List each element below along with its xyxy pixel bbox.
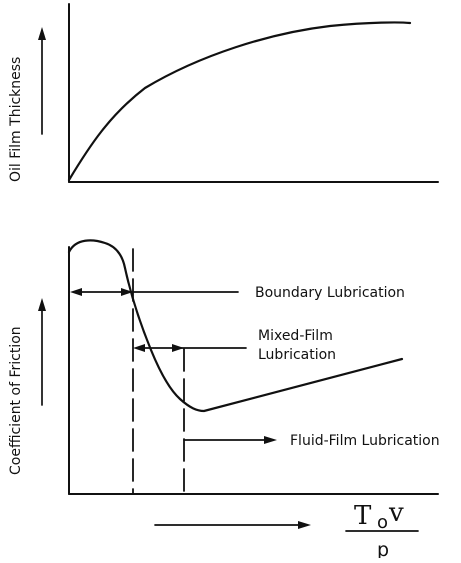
bottom-y-axis-label: Coefficient of Friction bbox=[8, 326, 24, 475]
fluid-film-lubrication-label: Fluid-Film Lubrication bbox=[290, 433, 440, 449]
mixed-film-label-line2: Lubrication bbox=[258, 347, 336, 363]
bottom-panel: Coefficient of Friction Boundary Lubrica… bbox=[8, 239, 440, 495]
x-direction-arrow-head bbox=[298, 521, 311, 529]
fluid-arrow-right bbox=[264, 436, 277, 444]
mixed-arrow-left bbox=[133, 344, 145, 352]
top-y-arrow-head bbox=[38, 27, 46, 40]
x-axis-formula-group: T o v p bbox=[154, 498, 419, 561]
formula-denominator: p bbox=[377, 539, 389, 558]
formula-subscript: o bbox=[377, 512, 388, 533]
boundary-lubrication-label: Boundary Lubrication bbox=[255, 285, 405, 301]
mixed-arrow-right bbox=[172, 344, 184, 352]
bottom-y-arrow-head bbox=[38, 298, 46, 311]
mixed-film-label-line1: Mixed-Film bbox=[258, 328, 333, 344]
friction-curve bbox=[67, 239, 404, 413]
formula-variable: v bbox=[388, 498, 404, 528]
top-y-axis-label: Oil Film Thickness bbox=[8, 57, 24, 182]
top-panel: Oil Film Thickness bbox=[8, 3, 439, 183]
formula-symbol: T bbox=[354, 501, 372, 531]
boundary-arrow-left bbox=[70, 288, 82, 296]
oil-film-thickness-curve bbox=[67, 21, 412, 182]
boundary-arrow-right bbox=[121, 288, 133, 296]
